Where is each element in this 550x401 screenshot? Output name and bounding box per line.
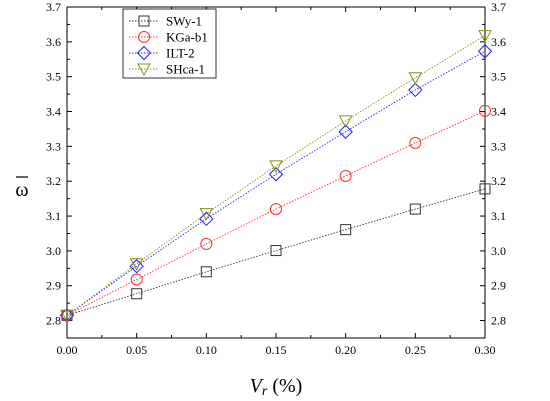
data-point-kga-b1 xyxy=(479,104,491,117)
data-point-ilt-2 xyxy=(338,124,353,139)
data-point-ilt-2 xyxy=(129,259,144,274)
x-tick-label: 0.20 xyxy=(335,343,356,357)
data-point-kga-b1 xyxy=(339,169,352,182)
legend-marker xyxy=(138,15,150,27)
legend-label: SHca-1 xyxy=(166,62,205,77)
series-markers xyxy=(59,30,493,323)
x-axis-label-var: V xyxy=(250,375,265,397)
y-tick-label-right: 3.2 xyxy=(491,174,506,188)
legend-marker xyxy=(137,63,151,77)
data-point-kga-b1 xyxy=(409,136,422,149)
y-tick-label: 3.4 xyxy=(46,105,61,119)
y-tick-label-right: 3.3 xyxy=(491,139,506,153)
y-tick-label-right: 3.6 xyxy=(491,35,506,49)
x-tick-label: 0.30 xyxy=(475,343,496,357)
data-point-shca-1 xyxy=(199,208,214,221)
data-point-shca-1 xyxy=(269,160,283,173)
y-tick-label-right: 3.5 xyxy=(491,70,506,84)
y-tick-label-right: 3.4 xyxy=(491,105,506,119)
y-tick-label: 3.3 xyxy=(46,139,61,153)
x-tick-label: 0.10 xyxy=(196,343,217,357)
data-point-swy-1 xyxy=(131,288,143,300)
x-axis-label-sub: r xyxy=(262,384,268,399)
y-tick-label: 3.1 xyxy=(46,209,61,223)
data-point-shca-1 xyxy=(338,115,353,128)
legend-label: KGa-b1 xyxy=(166,30,208,45)
y-tick-label: 3.7 xyxy=(46,0,61,14)
data-point-shca-1 xyxy=(408,72,423,85)
data-point-swy-1 xyxy=(340,224,352,236)
x-tick-label: 0.00 xyxy=(57,343,78,357)
x-tick-label: 0.25 xyxy=(405,343,426,357)
data-point-swy-1 xyxy=(409,203,421,215)
legend-marker xyxy=(138,31,150,43)
y-tick-label-right: 2.9 xyxy=(491,279,506,293)
y-tick-label: 3.5 xyxy=(46,70,61,84)
legend-label: ILT-2 xyxy=(166,46,195,61)
series-line-ilt-2 xyxy=(66,50,486,316)
data-point-swy-1 xyxy=(479,183,491,195)
y-tick-label: 3.2 xyxy=(46,174,61,188)
y-tick-label: 3.6 xyxy=(46,35,61,49)
y-tick-label-right: 2.8 xyxy=(491,314,506,328)
x-tick-label: 0.15 xyxy=(266,343,287,357)
data-point-shca-1 xyxy=(129,258,144,271)
y-tick-label-right: 3.7 xyxy=(491,0,506,14)
data-point-shca-1 xyxy=(478,30,492,43)
x-tick-label: 0.05 xyxy=(126,343,147,357)
data-point-kga-b1 xyxy=(200,237,213,250)
series-line-kga-b1 xyxy=(66,110,486,316)
legend-label: SWy-1 xyxy=(166,14,202,29)
x-axis-label-unit: (%) xyxy=(267,375,302,397)
data-point-ilt-2 xyxy=(199,211,214,227)
series-lines xyxy=(66,35,486,316)
tick-layer: 0.00 0.05 0.10 0.15 0.20 0.25 0.30 2.8 2.8 2.9 2.9… xyxy=(46,0,506,357)
x-axis-label: Vr (%) xyxy=(250,375,303,399)
legend-marker xyxy=(136,45,152,61)
y-tick-label-right: 3.0 xyxy=(491,244,506,258)
data-point-swy-1 xyxy=(270,245,282,257)
y-tick-label: 2.9 xyxy=(46,279,61,293)
y-axis-label: ω xyxy=(15,179,28,201)
data-point-ilt-2 xyxy=(268,167,284,182)
y-tick-label: 3.0 xyxy=(46,244,61,258)
data-point-swy-1 xyxy=(200,266,212,278)
data-point-ilt-2 xyxy=(408,82,423,98)
series-line-swy-1 xyxy=(66,188,486,316)
data-point-kga-b1 xyxy=(270,203,282,216)
data-point-shca-1 xyxy=(60,309,74,323)
y-tick-label: 2.8 xyxy=(46,314,61,328)
data-point-kga-b1 xyxy=(130,273,143,286)
data-point-ilt-2 xyxy=(477,44,493,59)
y-tick-label-right: 3.1 xyxy=(491,209,506,223)
